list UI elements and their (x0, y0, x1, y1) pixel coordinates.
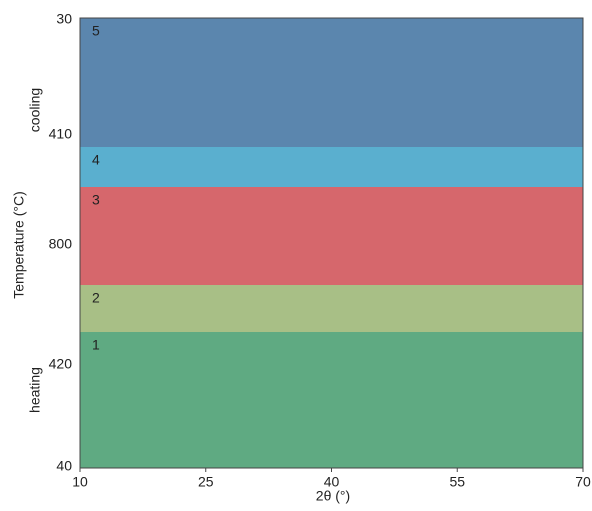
segment-label: cooling (27, 88, 43, 132)
y-tick-label: 30 (56, 11, 72, 27)
x-tick-label: 10 (72, 474, 88, 490)
x-tick-label: 70 (575, 474, 591, 490)
region (80, 332, 583, 468)
region (80, 187, 583, 285)
y-tick-label: 410 (49, 126, 73, 142)
x-tick-label: 55 (449, 474, 465, 490)
x-axis-label: 2θ (°) (316, 488, 350, 504)
region (80, 18, 583, 147)
x-tick-label: 40 (324, 474, 340, 490)
region-label: 5 (92, 23, 100, 39)
region-label: 4 (92, 152, 100, 168)
y-tick-label: 420 (49, 356, 73, 372)
x-tick-label: 25 (198, 474, 214, 490)
y-tick-label: 800 (49, 236, 73, 252)
region (80, 285, 583, 332)
y-axis-label: Temperature (°C) (11, 191, 27, 299)
region-label: 3 (92, 192, 100, 208)
segment-label: heating (27, 367, 43, 413)
region (80, 147, 583, 187)
region-label: 1 (92, 337, 100, 353)
region-label: 2 (92, 290, 100, 306)
y-tick-label: 40 (56, 458, 72, 474)
